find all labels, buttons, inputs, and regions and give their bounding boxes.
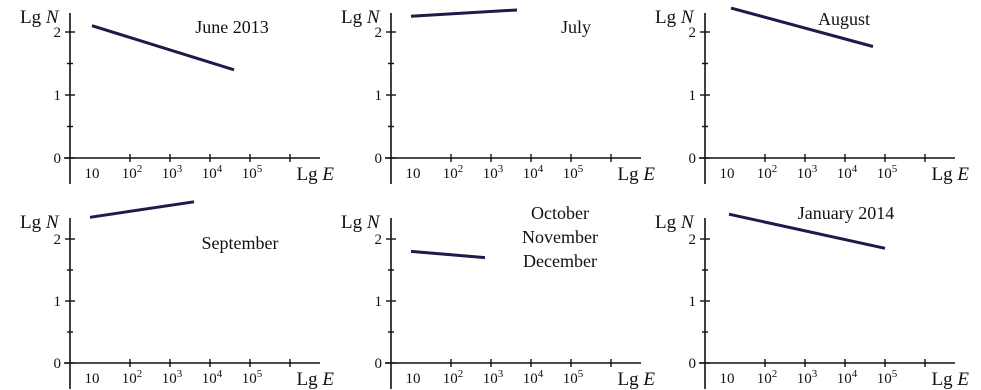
x-axis-label: Lg E bbox=[932, 164, 970, 185]
x-axis-label: Lg E bbox=[932, 369, 970, 390]
y-tick-label: 1 bbox=[689, 294, 697, 310]
chart-panel: 0 1 2 10 102 103 104 105 Lg E Lg N July bbox=[341, 7, 655, 185]
x-tick-label: 103 bbox=[483, 368, 504, 387]
y-tick-label: 1 bbox=[54, 294, 62, 310]
x-tick-label: 103 bbox=[797, 368, 818, 387]
x-axis-label: Lg E bbox=[297, 369, 335, 390]
y-axis-label: Lg N bbox=[655, 212, 695, 233]
y-axis-label: Lg N bbox=[655, 7, 695, 28]
y-axis-label: Lg N bbox=[20, 7, 60, 28]
y-tick-label: 2 bbox=[54, 25, 62, 41]
x-tick-label: 10 bbox=[85, 166, 100, 182]
x-tick-label: 102 bbox=[122, 163, 143, 182]
y-tick-label: 1 bbox=[375, 294, 383, 310]
y-tick-label: 0 bbox=[689, 356, 697, 372]
chart-panel: 0 1 2 10 102 103 104 105 Lg E Lg N January 2014 bbox=[655, 203, 969, 390]
series-line bbox=[91, 24, 235, 72]
x-tick-label: 10 bbox=[720, 371, 735, 387]
series-line bbox=[730, 6, 874, 48]
x-axis-label: Lg E bbox=[618, 369, 656, 390]
chart-panel: 0 1 2 10 102 103 104 105 Lg E Lg N August bbox=[655, 6, 970, 185]
y-axis-label: Lg N bbox=[341, 7, 381, 28]
x-tick-label: 102 bbox=[757, 163, 778, 182]
chart-panel: 0 1 2 10 102 103 104 105 Lg E Lg N October November… bbox=[341, 203, 655, 390]
y-tick-label: 0 bbox=[54, 356, 62, 372]
x-tick-label: 104 bbox=[837, 163, 858, 182]
x-tick-label: 10 bbox=[85, 371, 100, 387]
x-tick-label: 102 bbox=[122, 368, 143, 387]
y-axis-label: Lg N bbox=[341, 212, 381, 233]
x-tick-label: 103 bbox=[162, 163, 183, 182]
panel-title: September bbox=[202, 233, 279, 253]
x-tick-label: 105 bbox=[563, 368, 584, 387]
x-tick-label: 10 bbox=[406, 166, 421, 182]
series-line bbox=[410, 249, 486, 260]
series-line bbox=[89, 200, 195, 219]
y-tick-label: 2 bbox=[54, 232, 62, 248]
y-tick-label: 1 bbox=[375, 88, 383, 104]
y-tick-label: 1 bbox=[54, 88, 62, 104]
x-tick-label: 104 bbox=[202, 368, 223, 387]
x-tick-label: 105 bbox=[877, 163, 898, 182]
y-tick-label: 0 bbox=[54, 151, 62, 167]
panel-title: January 2014 bbox=[798, 203, 894, 223]
x-axis-label: Lg E bbox=[297, 164, 335, 185]
x-tick-label: 103 bbox=[797, 163, 818, 182]
x-tick-label: 104 bbox=[837, 368, 858, 387]
series-line bbox=[410, 8, 518, 18]
y-tick-label: 0 bbox=[375, 356, 383, 372]
y-tick-label: 2 bbox=[375, 25, 383, 41]
x-tick-label: 10 bbox=[720, 166, 735, 182]
y-tick-label: 1 bbox=[689, 88, 697, 104]
panel-title: August bbox=[818, 9, 870, 29]
x-tick-label: 105 bbox=[563, 163, 584, 182]
panel-title: June 2013 bbox=[195, 17, 269, 37]
y-tick-label: 2 bbox=[689, 232, 697, 248]
x-tick-label: 102 bbox=[757, 368, 778, 387]
x-tick-label: 103 bbox=[162, 368, 183, 387]
x-tick-label: 104 bbox=[202, 163, 223, 182]
y-tick-label: 2 bbox=[689, 25, 697, 41]
y-tick-label: 0 bbox=[375, 151, 383, 167]
x-tick-label: 104 bbox=[523, 368, 544, 387]
chart-panel: 0 1 2 10 102 103 104 105 Lg E Lg N June 2013 bbox=[20, 7, 334, 185]
x-tick-label: 103 bbox=[483, 163, 504, 182]
x-tick-label: 105 bbox=[877, 368, 898, 387]
x-tick-label: 102 bbox=[443, 368, 464, 387]
x-tick-label: 104 bbox=[523, 163, 544, 182]
x-axis-label: Lg E bbox=[618, 164, 656, 185]
chart-panel: 0 1 2 10 102 103 104 105 Lg E Lg N September bbox=[20, 200, 335, 390]
x-tick-label: 10 bbox=[406, 371, 421, 387]
x-tick-label: 105 bbox=[242, 163, 263, 182]
y-tick-label: 0 bbox=[689, 151, 697, 167]
panel-title: July bbox=[561, 17, 591, 37]
x-tick-label: 102 bbox=[443, 163, 464, 182]
panel-title: October November December bbox=[522, 203, 598, 271]
y-tick-label: 2 bbox=[375, 232, 383, 248]
y-axis-label: Lg N bbox=[20, 212, 60, 233]
series-line bbox=[728, 212, 886, 250]
x-tick-label: 105 bbox=[242, 368, 263, 387]
